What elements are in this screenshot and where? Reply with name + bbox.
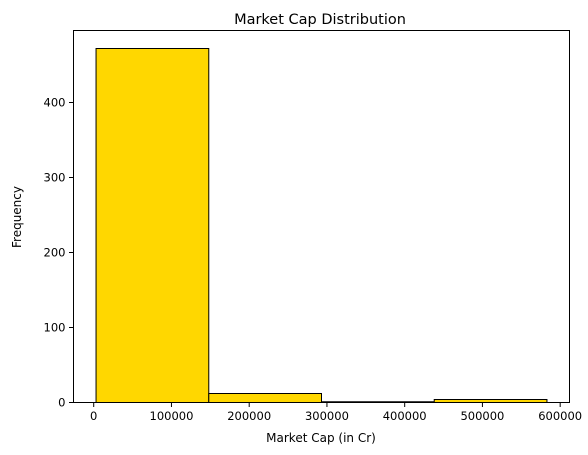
- y-tick-label-3: 300: [44, 171, 66, 185]
- histogram-bar-0: [95, 48, 210, 403]
- histogram-bar-1: [208, 393, 322, 403]
- y-tick-label-4: 400: [44, 96, 66, 110]
- y-tick-label-1: 100: [44, 321, 66, 335]
- x-tick-label-6: 600000: [538, 409, 582, 423]
- x-tick-label-0: 0: [90, 409, 97, 423]
- x-axis-label: Market Cap (in Cr): [266, 431, 376, 445]
- x-tick-label-5: 500000: [460, 409, 504, 423]
- y-axis-ticks: 0 100 200 300 400: [44, 96, 74, 410]
- x-tick-label-1: 100000: [150, 409, 194, 423]
- y-tick-label-0: 0: [58, 396, 65, 410]
- chart-title: Market Cap Distribution: [234, 12, 406, 28]
- bars-group: [95, 48, 548, 403]
- x-axis-ticks: 0 100000 200000 300000 400000 500000 600000: [90, 402, 582, 423]
- y-axis-label: Frequency: [10, 186, 24, 248]
- plot-frame: [73, 30, 570, 403]
- x-tick-label-3: 300000: [305, 409, 349, 423]
- x-tick-label-2: 200000: [227, 409, 271, 423]
- x-tick-label-4: 400000: [383, 409, 427, 423]
- y-tick-label-2: 200: [44, 246, 66, 260]
